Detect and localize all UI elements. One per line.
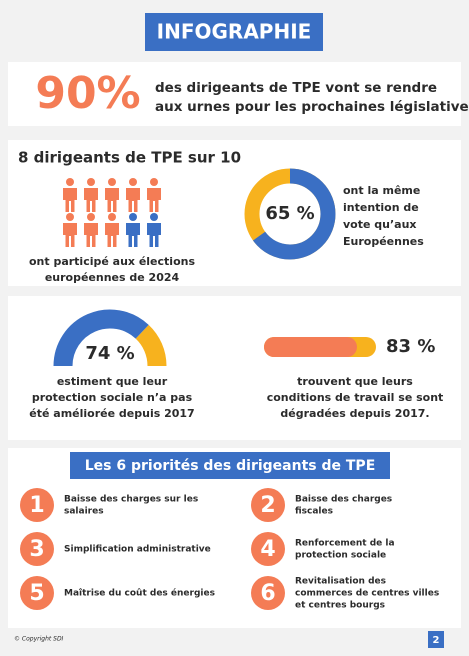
panel <box>8 62 461 126</box>
panel <box>8 140 461 286</box>
headline-stat: 90% <box>35 68 140 119</box>
person-icon <box>63 213 77 247</box>
priority-number: 2 <box>260 493 275 518</box>
text-line: Revitalisation des <box>295 577 386 587</box>
person-icon <box>147 178 161 212</box>
text-line: dégradées depuis 2017. <box>280 407 429 420</box>
text-line: Baisse des charges sur les <box>64 495 198 505</box>
text-line: Renforcement de la <box>295 539 395 549</box>
bar-fill <box>264 337 357 357</box>
priority-badge <box>20 488 54 522</box>
priority-number: 6 <box>260 581 275 606</box>
person-icon <box>63 178 77 212</box>
priority-number: 3 <box>29 537 44 562</box>
text-line: Maîtrise du coût des énergies <box>64 588 215 599</box>
priority-badge <box>251 532 285 566</box>
text-line: commerces de centres villes <box>295 589 439 599</box>
person-icon <box>147 213 161 247</box>
text-line: conditions de travail se sont <box>267 391 444 404</box>
title-box <box>145 13 323 51</box>
priority-number: 5 <box>29 581 44 606</box>
page-box <box>428 631 444 648</box>
gauge-label: 74 % <box>85 343 134 364</box>
text-line: Baisse des charges <box>295 495 392 505</box>
text-line: estiment que leur <box>57 375 168 388</box>
gauge-arc <box>53 309 149 367</box>
page-number: 2 <box>433 635 440 646</box>
priorities-title: Les 6 priorités des dirigeants de TPE <box>85 458 376 474</box>
title: INFOGRAPHIE <box>157 20 312 44</box>
text-line: ont la même <box>343 184 420 197</box>
person-icon <box>105 213 119 247</box>
person-icon <box>126 213 140 247</box>
bar-label: 83 % <box>386 336 435 357</box>
priority-badge <box>20 532 54 566</box>
text-line: ont participé aux élections <box>29 255 195 268</box>
section-title: 8 dirigeants de TPE sur 10 <box>18 149 241 167</box>
text-line: Européennes <box>343 235 424 248</box>
priority-badge <box>251 576 285 610</box>
person-icon <box>84 213 98 247</box>
text-line: protection sociale n’a pas <box>32 391 193 404</box>
text-line: fiscales <box>295 507 333 517</box>
text-line: été améliorée depuis 2017 <box>29 407 194 420</box>
priority-badge <box>20 576 54 610</box>
donut-label: 65 % <box>265 203 314 224</box>
person-icon <box>105 178 119 212</box>
text-line: intention de <box>343 201 419 214</box>
donut-arc <box>244 168 336 260</box>
priorities-banner <box>70 452 390 479</box>
text-line: Simplification administrative <box>64 545 211 555</box>
person-icon <box>126 178 140 212</box>
text-line: européennes de 2024 <box>45 271 180 284</box>
text-line: aux urnes pour les prochaines législativ… <box>155 99 469 115</box>
person-icon <box>84 178 98 212</box>
copyright: © Copyright SDI <box>14 636 64 643</box>
priority-number: 4 <box>260 537 275 562</box>
text-line: et centres bourgs <box>295 601 385 611</box>
gauge-rest <box>135 324 167 367</box>
priority-number: 1 <box>29 493 44 518</box>
priority-badge <box>251 488 285 522</box>
text-line: des dirigeants de TPE vont se rendre <box>155 80 437 96</box>
text-line: salaires <box>64 507 104 517</box>
text-line: vote qu’aux <box>343 218 417 231</box>
text-line: protection sociale <box>295 551 386 561</box>
text-line: trouvent que leurs <box>297 375 413 388</box>
